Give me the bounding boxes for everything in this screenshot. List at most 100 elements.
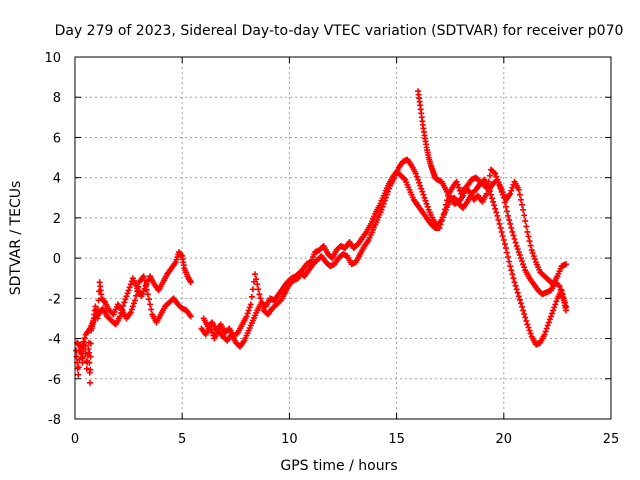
data-point bbox=[502, 203, 509, 210]
data-point bbox=[523, 223, 530, 230]
data-point bbox=[499, 232, 506, 239]
data-point bbox=[79, 342, 86, 349]
data-point bbox=[525, 324, 532, 331]
data-point bbox=[87, 379, 94, 386]
data-point bbox=[119, 306, 126, 313]
data-point bbox=[486, 172, 493, 179]
data-point bbox=[505, 212, 512, 219]
data-point bbox=[519, 201, 526, 208]
data-point bbox=[379, 203, 386, 210]
data-point bbox=[522, 217, 529, 224]
data-point bbox=[144, 291, 151, 298]
y-tick-labels: -8 -6 -4 -2 0 2 4 6 8 10 bbox=[44, 51, 61, 428]
data-point bbox=[413, 173, 420, 180]
data-point bbox=[555, 282, 562, 289]
data-point bbox=[519, 303, 526, 310]
data-point bbox=[101, 298, 108, 305]
data-point bbox=[127, 309, 134, 316]
data-point bbox=[489, 195, 496, 202]
x-axis-title: GPS time / hours bbox=[280, 458, 397, 474]
data-point bbox=[504, 249, 511, 256]
data-point bbox=[511, 236, 518, 243]
data-point bbox=[86, 359, 93, 366]
data-point bbox=[543, 325, 550, 332]
data-point bbox=[547, 313, 554, 320]
data-point bbox=[527, 330, 534, 337]
data-point bbox=[441, 206, 448, 213]
data-point bbox=[75, 371, 82, 378]
data-point bbox=[524, 228, 531, 235]
data-point bbox=[562, 261, 569, 268]
data-point bbox=[247, 301, 254, 308]
data-point bbox=[513, 286, 520, 293]
data-point bbox=[497, 224, 504, 231]
data-point bbox=[80, 338, 87, 345]
data-point bbox=[521, 212, 528, 219]
data-point bbox=[528, 247, 535, 254]
data-point bbox=[133, 292, 140, 299]
data-point bbox=[117, 313, 124, 320]
data-point bbox=[505, 254, 512, 261]
data-point bbox=[123, 293, 130, 300]
data-point bbox=[424, 203, 431, 210]
y-tick-label: -2 bbox=[48, 292, 61, 307]
data-point bbox=[455, 184, 462, 191]
data-point bbox=[252, 271, 259, 278]
data-point bbox=[253, 276, 260, 283]
data-point bbox=[509, 228, 516, 235]
data-point bbox=[515, 249, 522, 256]
data-point bbox=[87, 353, 94, 360]
data-point bbox=[496, 220, 503, 227]
data-point bbox=[233, 330, 240, 337]
data-point bbox=[508, 224, 515, 231]
x-tick-label: 10 bbox=[281, 432, 298, 447]
data-point bbox=[85, 346, 92, 353]
axis-ticks bbox=[74, 56, 612, 420]
data-point bbox=[248, 293, 255, 300]
data-point bbox=[255, 286, 262, 293]
data-point bbox=[132, 297, 139, 304]
x-tick-label: 20 bbox=[496, 432, 513, 447]
data-point bbox=[510, 275, 517, 282]
data-point bbox=[546, 316, 553, 323]
data-point bbox=[401, 175, 408, 182]
data-points bbox=[73, 88, 569, 386]
data-point bbox=[507, 263, 514, 270]
data-point bbox=[436, 224, 443, 231]
data-point bbox=[129, 303, 136, 310]
data-point bbox=[509, 184, 516, 191]
data-point bbox=[526, 238, 533, 245]
data-point bbox=[140, 273, 147, 280]
data-point bbox=[485, 178, 492, 185]
data-point bbox=[422, 197, 429, 204]
data-point bbox=[256, 291, 263, 298]
data-point bbox=[127, 281, 134, 288]
data-point bbox=[516, 296, 523, 303]
data-point bbox=[87, 366, 94, 373]
x-tick-label: 5 bbox=[178, 432, 186, 447]
data-point bbox=[492, 205, 499, 212]
data-point bbox=[521, 264, 528, 271]
data-point bbox=[130, 300, 137, 307]
data-point bbox=[549, 310, 556, 317]
data-point bbox=[246, 304, 253, 311]
data-point bbox=[508, 187, 515, 194]
data-point bbox=[443, 197, 450, 204]
data-point bbox=[508, 267, 515, 274]
data-point bbox=[249, 286, 256, 293]
data-point bbox=[437, 221, 444, 228]
y-tick-label: 10 bbox=[44, 51, 61, 66]
data-point bbox=[128, 306, 135, 313]
data-point bbox=[416, 179, 423, 186]
y-axis-title: SDTVAR / TECUs bbox=[8, 181, 24, 296]
data-point bbox=[420, 191, 427, 198]
data-point bbox=[412, 170, 419, 177]
data-point bbox=[495, 216, 502, 223]
data-point bbox=[491, 169, 498, 176]
data-point bbox=[81, 335, 88, 342]
data-point bbox=[514, 246, 521, 253]
plot-frame bbox=[74, 56, 612, 420]
data-point bbox=[257, 295, 264, 302]
data-point bbox=[506, 258, 513, 265]
data-point bbox=[75, 364, 82, 371]
